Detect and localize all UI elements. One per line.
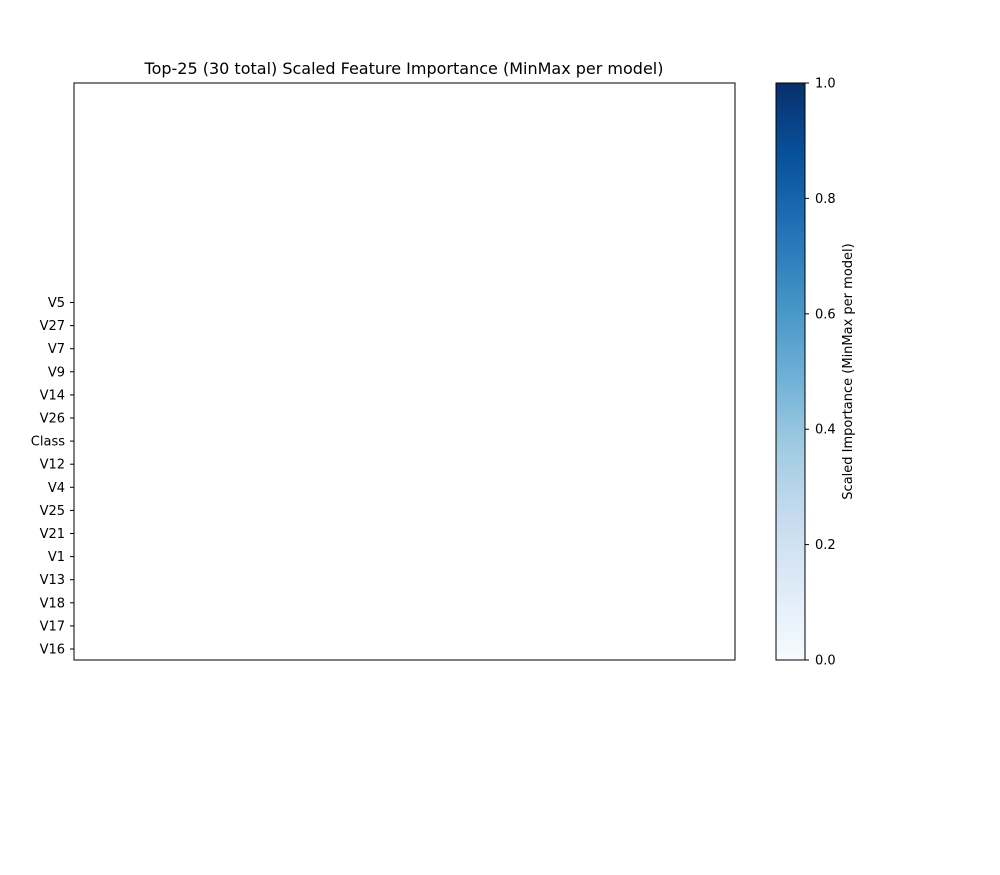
row-tick-label: V25: [40, 504, 65, 519]
row-tick-label: V27: [40, 319, 65, 334]
colorbar: [775, 82, 806, 661]
row-tick-label: Class: [31, 435, 65, 450]
colorbar-tick-label: 0.4: [815, 423, 836, 438]
row-tick-label: V4: [48, 481, 65, 496]
colorbar-ticks: 0.0 0.2 0.4 0.6 0.8 1.0: [805, 77, 836, 669]
colorbar-tick-label: 0.8: [815, 192, 836, 207]
row-tick-label: V18: [40, 596, 65, 611]
chart-title: Top-25 (30 total) Scaled Feature Importa…: [144, 59, 664, 78]
row-tick-label: V5: [48, 296, 65, 311]
row-tick-label: V17: [40, 619, 65, 634]
colorbar-tick-label: 0.2: [815, 538, 836, 553]
heatmap-plot-area: [73, 82, 736, 661]
row-tick-label: V1: [48, 550, 65, 565]
row-tick-label: V7: [48, 342, 65, 357]
row-tick-label: V12: [40, 458, 65, 473]
row-tick-label: V9: [48, 365, 65, 380]
row-tick-label: V14: [40, 388, 65, 403]
row-tick-labels: V5 V27 V7 V9 V14 V26 Class V12 V4 V25 V21 V1 V13 V18 V…: [31, 296, 74, 658]
row-tick-label: V16: [40, 643, 65, 658]
colorbar-tick-label: 0.6: [815, 307, 836, 322]
row-tick-label: V26: [40, 412, 65, 427]
colorbar-tick-label: 0.0: [815, 654, 836, 669]
row-tick-label: V13: [40, 573, 65, 588]
row-tick-label: V21: [40, 527, 65, 542]
colorbar-label: Scaled Importance (MinMax per model): [841, 243, 856, 499]
colorbar-tick-label: 1.0: [815, 77, 836, 92]
